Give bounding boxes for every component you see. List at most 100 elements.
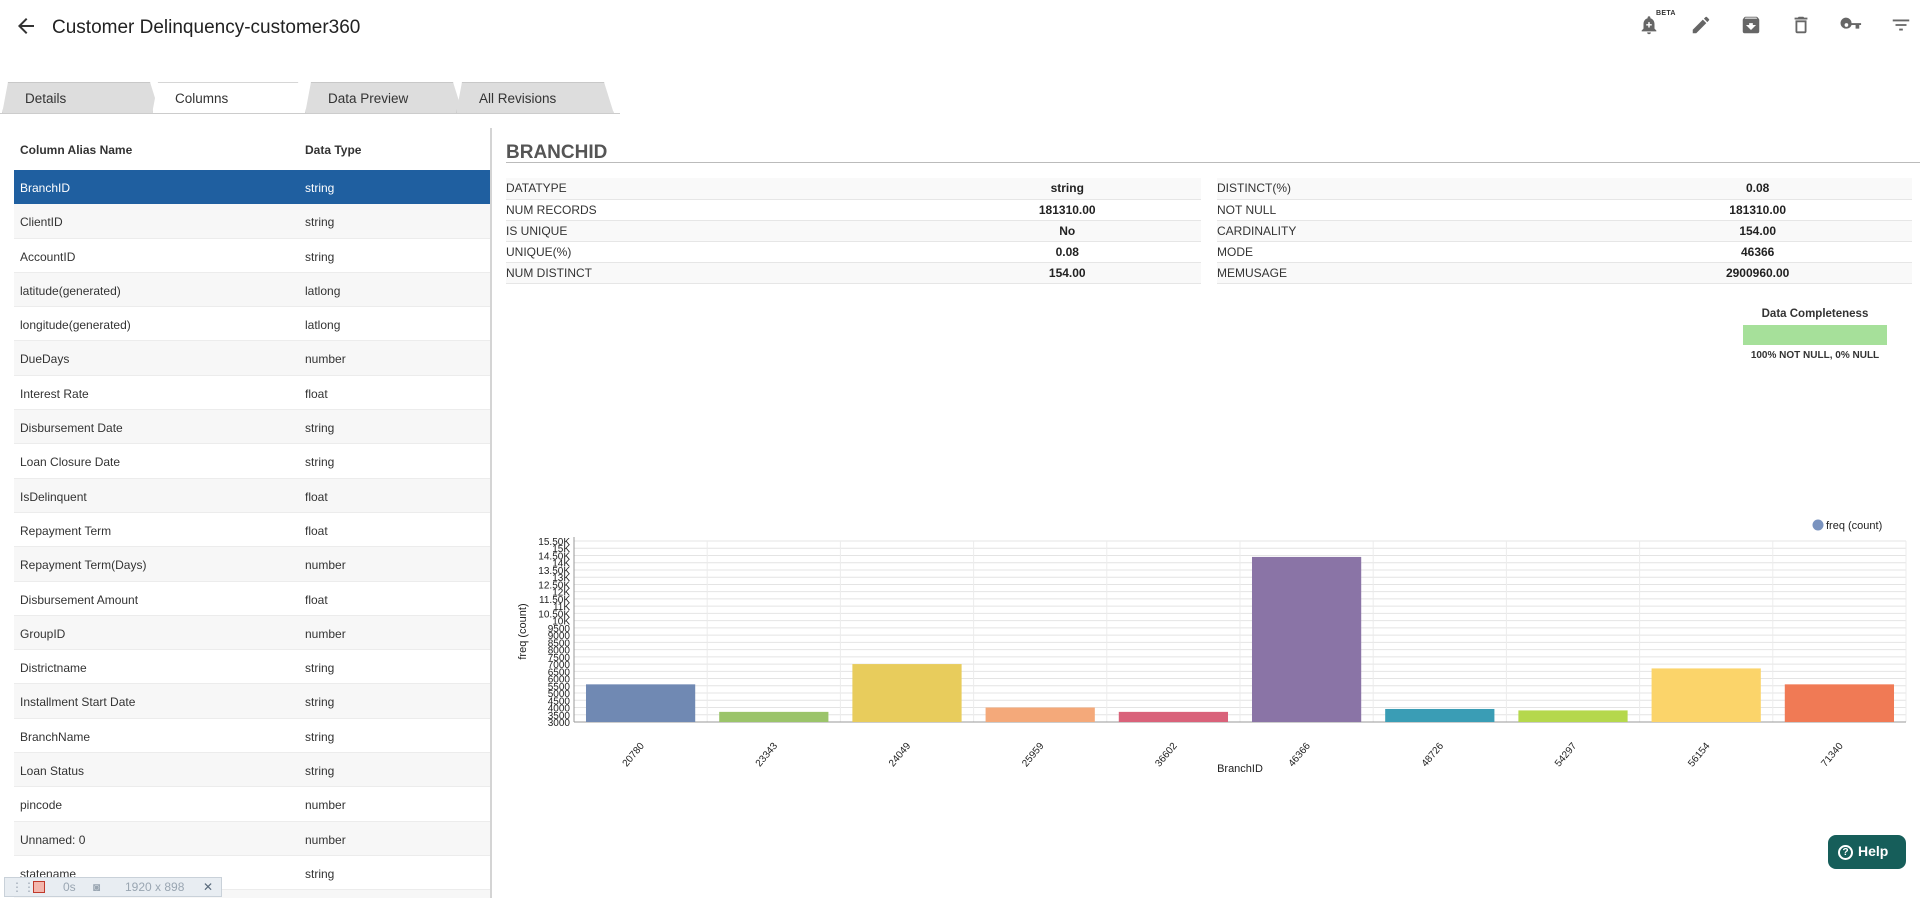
table-row[interactable]: GroupID number [14, 615, 490, 651]
y-tick-label: 15K [552, 544, 570, 555]
stat-label: NUM RECORDS [506, 199, 934, 221]
archive-icon[interactable] [1740, 14, 1766, 40]
y-tick-label: 10K [552, 617, 570, 628]
bar-56154 [1651, 668, 1761, 722]
bar-36602 [1118, 711, 1229, 722]
table-row[interactable]: Loan Status string [14, 753, 490, 788]
tab-data-preview[interactable]: Data Preview [305, 82, 463, 114]
legend-marker [1812, 519, 1824, 531]
y-tick-label: 3000 [548, 718, 571, 729]
help-button[interactable]: ? Help [1828, 835, 1906, 869]
beta-label: BETA [1656, 10, 1676, 17]
bar-23343 [719, 711, 829, 722]
x-tick-label: 54297 [1553, 741, 1580, 770]
devtools-size: 1920 x 898 [125, 880, 185, 894]
frequency-bar-chart: 3000350040004500500055006000650070007500… [517, 519, 1907, 775]
table-row[interactable]: Installment Start Date string [14, 684, 490, 719]
table-row[interactable]: AccountID string [14, 239, 490, 273]
stat-value: 0.08 [933, 241, 1201, 263]
key-icon[interactable] [1840, 14, 1866, 40]
column-title: BRANCHID [506, 128, 1920, 163]
column-data-type: number [305, 626, 346, 641]
drag-handle-icon[interactable]: ⋮⋮ [11, 880, 35, 894]
back-arrow-icon[interactable] [14, 14, 38, 38]
bar-54297 [1518, 710, 1628, 722]
tab-columns[interactable]: Columns [152, 82, 308, 114]
close-icon[interactable]: ✕ [203, 880, 214, 894]
stat-row: IS UNIQUE No [506, 220, 1201, 242]
bar-25959 [985, 707, 1095, 722]
x-tick-label: 48726 [1420, 741, 1447, 770]
stat-label: DATATYPE [506, 178, 934, 200]
y-tick-label: 4500 [548, 696, 571, 707]
column-data-type: float [305, 592, 328, 607]
column-data-type: number [305, 558, 346, 573]
table-row[interactable]: Repayment Term(Days) number [14, 547, 490, 582]
x-axis-label: BranchID [1217, 763, 1263, 775]
alert-beta-icon[interactable]: BETA [1638, 10, 1675, 40]
bar-71340 [1784, 684, 1895, 722]
edit-icon[interactable] [1690, 14, 1716, 40]
column-alias-name: Unnamed: 0 [20, 832, 86, 847]
table-row[interactable]: Loan Closure Date string [14, 444, 490, 479]
column-alias-name: Interest Rate [20, 386, 89, 401]
table-row[interactable]: Interest Rate float [14, 376, 490, 411]
x-tick-label: 36602 [1153, 741, 1180, 770]
filter-icon[interactable] [1890, 14, 1916, 40]
delete-icon[interactable] [1790, 14, 1816, 40]
column-data-type: string [305, 729, 335, 744]
stat-row: NOT NULL 181310.00 [1217, 199, 1912, 221]
table-row[interactable]: IsDelinquent float [14, 478, 490, 513]
stat-value: 154.00 [933, 262, 1201, 284]
stat-label: MEMUSAGE [1217, 262, 1604, 284]
stat-label: MODE [1217, 241, 1604, 263]
bar-24049 [852, 664, 962, 722]
camera-icon[interactable]: ◙ [93, 880, 101, 894]
table-row[interactable]: ClientID string [14, 204, 490, 239]
stat-row: UNIQUE(%) 0.08 [506, 241, 1201, 263]
table-row[interactable]: latitude(generated) latlong [14, 272, 490, 308]
table-row[interactable]: longitude(generated) latlong [14, 307, 490, 342]
y-tick-label: 4000 [548, 704, 571, 715]
y-tick-label: 6500 [548, 667, 571, 678]
column-data-type: string [305, 249, 335, 264]
column-alias-name: BranchName [20, 729, 91, 744]
table-row[interactable]: Disbursement Amount float [14, 582, 490, 616]
columns-list-panel: Column Alias Name Data Type BranchID stri… [14, 128, 490, 898]
tab-all-revisions[interactable]: All Revisions [456, 82, 614, 114]
panel-divider[interactable] [490, 128, 492, 898]
column-alias-name: GroupID [20, 626, 66, 641]
stat-row: CARDINALITY 154.00 [1217, 220, 1912, 242]
table-row[interactable]: BranchID string [14, 170, 490, 205]
table-row[interactable]: BranchName string [14, 719, 490, 754]
column-data-type: string [305, 661, 335, 676]
table-row[interactable]: pincode number [14, 787, 490, 822]
table-row[interactable]: LoanAmountfloat [14, 890, 490, 898]
stat-value: 46366 [1603, 241, 1912, 263]
column-data-type: string [305, 866, 335, 881]
column-alias-name: latitude(generated) [20, 283, 121, 298]
table-row[interactable]: DueDays number [14, 341, 490, 376]
tab-details[interactable]: Details [2, 82, 160, 114]
y-tick-label: 5000 [548, 689, 571, 700]
bar-46366 [1251, 556, 1362, 722]
x-tick-label: 56154 [1686, 741, 1713, 770]
column-alias-name: Installment Start Date [20, 695, 136, 710]
column-data-type: string [305, 455, 335, 470]
y-tick-label: 5500 [548, 682, 571, 693]
column-alias-name: Loan Closure Date [20, 455, 121, 470]
y-tick-label: 15.50K [538, 537, 570, 548]
table-row[interactable]: Disbursement Date string [14, 410, 490, 445]
stat-value: 0.08 [1603, 178, 1912, 200]
record-icon[interactable] [33, 881, 45, 893]
table-row[interactable]: Districtname string [14, 650, 490, 685]
table-row[interactable]: Repayment Term float [14, 513, 490, 548]
stat-row: DATATYPE string [506, 178, 1201, 200]
column-data-type: number [305, 798, 346, 813]
completeness-summary: 100% NOT NULL, 0% NULL [1750, 350, 1880, 361]
stat-label: DISTINCT(%) [1217, 178, 1604, 200]
column-data-type: string [305, 764, 335, 779]
table-row[interactable]: Unnamed: 0 number [14, 821, 490, 856]
column-data-type: string [305, 181, 335, 195]
bar-20780 [585, 684, 696, 722]
